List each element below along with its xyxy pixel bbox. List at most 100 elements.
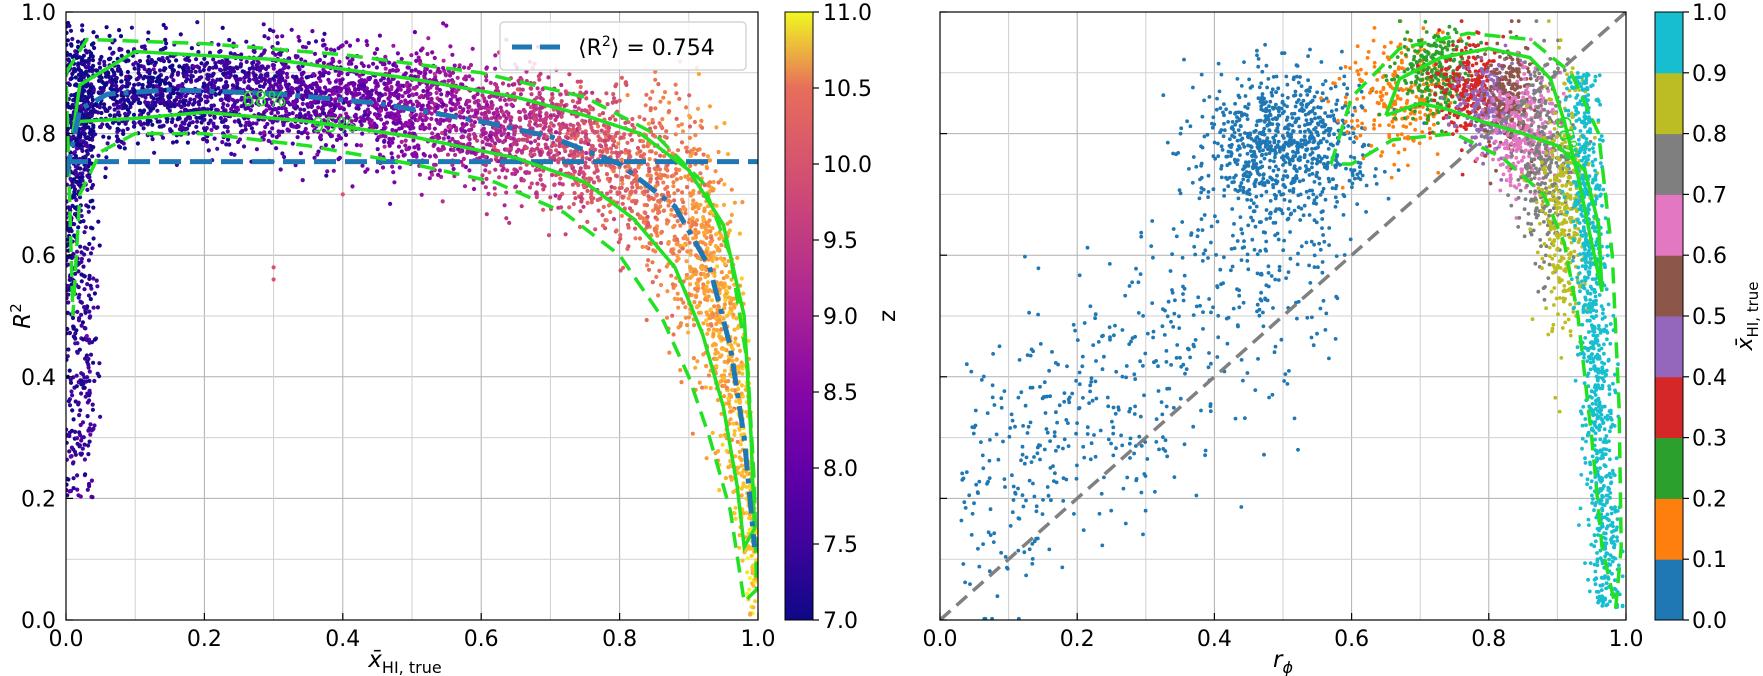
scatter-point: [594, 121, 599, 126]
scatter-point: [378, 108, 383, 114]
scatter-point: [115, 126, 120, 131]
scatter-point: [739, 276, 744, 281]
scatter-point: [687, 240, 692, 245]
scatter-point: [67, 330, 72, 335]
scatter-point: [97, 243, 102, 248]
scatter-point: [75, 441, 80, 446]
scatter-point: [112, 73, 117, 78]
scatter-point: [354, 143, 359, 148]
scatter-point: [501, 166, 506, 171]
scatter-point: [722, 262, 728, 267]
scatter-point: [70, 36, 75, 42]
scatter-point: [439, 147, 444, 152]
scatter-point: [202, 63, 207, 69]
scatter-point: [364, 96, 369, 101]
scatter-point: [733, 340, 738, 345]
scatter-point: [394, 121, 400, 126]
scatter-point: [632, 126, 637, 131]
scatter-point: [90, 154, 95, 159]
scatter-point: [625, 140, 630, 145]
scatter-point: [664, 315, 670, 320]
scatter-point: [114, 134, 119, 139]
scatter-point: [541, 187, 546, 192]
scatter-point: [487, 142, 492, 147]
scatter-point: [321, 67, 326, 72]
scatter-point: [429, 97, 434, 102]
scatter-point: [232, 101, 237, 106]
scatter-point: [663, 186, 668, 191]
scatter-point: [312, 51, 318, 57]
scatter-point: [719, 353, 724, 358]
scatter-point: [82, 457, 87, 462]
scatter-point: [84, 353, 89, 358]
scatter-point: [415, 118, 420, 123]
scatter-point: [699, 118, 704, 123]
scatter-point: [578, 195, 584, 200]
scatter-point: [209, 106, 214, 111]
scatter-point: [258, 131, 263, 136]
scatter-point: [395, 51, 400, 56]
scatter-point: [149, 103, 154, 108]
scatter-point: [695, 359, 700, 364]
scatter-point: [76, 285, 81, 290]
scatter-point: [187, 121, 192, 126]
scatter-point: [106, 57, 112, 62]
scatter-point: [634, 173, 639, 179]
scatter-point: [715, 310, 720, 315]
scatter-point: [178, 32, 183, 37]
scatter-point: [708, 241, 713, 246]
scatter-point: [462, 129, 468, 134]
scatter-point: [391, 120, 396, 125]
scatter-point: [302, 107, 307, 112]
scatter-point: [280, 129, 285, 134]
scatter-point: [115, 105, 120, 110]
scatter-point: [675, 219, 680, 224]
scatter-point: [645, 214, 650, 219]
scatter-point: [298, 107, 303, 112]
scatter-point: [72, 53, 77, 58]
scatter-point: [118, 34, 124, 39]
scatter-point: [211, 65, 216, 70]
scatter-point: [613, 117, 618, 122]
scatter-point: [732, 200, 738, 205]
scatter-point: [361, 63, 366, 68]
scatter-point: [353, 118, 358, 123]
scatter-point: [133, 60, 138, 65]
scatter-point: [623, 80, 629, 85]
scatter-point: [601, 204, 606, 209]
scatter-point: [66, 493, 70, 498]
scatter-point: [541, 120, 547, 125]
scatter-point: [145, 104, 150, 109]
scatter-point: [565, 131, 570, 136]
scatter-point: [481, 132, 486, 137]
scatter-point: [129, 25, 134, 30]
scatter-point: [70, 393, 75, 398]
scatter-point: [653, 77, 658, 82]
scatter-point: [586, 141, 591, 147]
scatter-point: [729, 212, 734, 217]
scatter-point: [722, 121, 727, 126]
scatter-point: [247, 122, 252, 128]
scatter-point: [85, 487, 90, 492]
scatter-point: [354, 92, 359, 97]
scatter-point: [271, 29, 276, 34]
scatter-point: [253, 73, 258, 78]
scatter-point: [692, 119, 698, 125]
scatter-point: [164, 75, 169, 80]
scatter-point: [613, 84, 618, 89]
scatter-point: [425, 96, 430, 101]
scatter-point: [590, 90, 595, 95]
scatter-point: [646, 121, 652, 126]
scatter-point: [607, 116, 613, 121]
scatter-point: [667, 109, 672, 114]
scatter-point: [747, 575, 753, 581]
scatter-point: [676, 123, 681, 128]
scatter-point: [98, 86, 103, 91]
scatter-point: [67, 23, 72, 28]
scatter-point: [428, 85, 433, 90]
scatter-point: [71, 325, 76, 330]
scatter-point: [486, 191, 491, 196]
scatter-point: [278, 167, 283, 172]
scatter-point: [471, 150, 476, 155]
scatter-point: [116, 121, 121, 126]
